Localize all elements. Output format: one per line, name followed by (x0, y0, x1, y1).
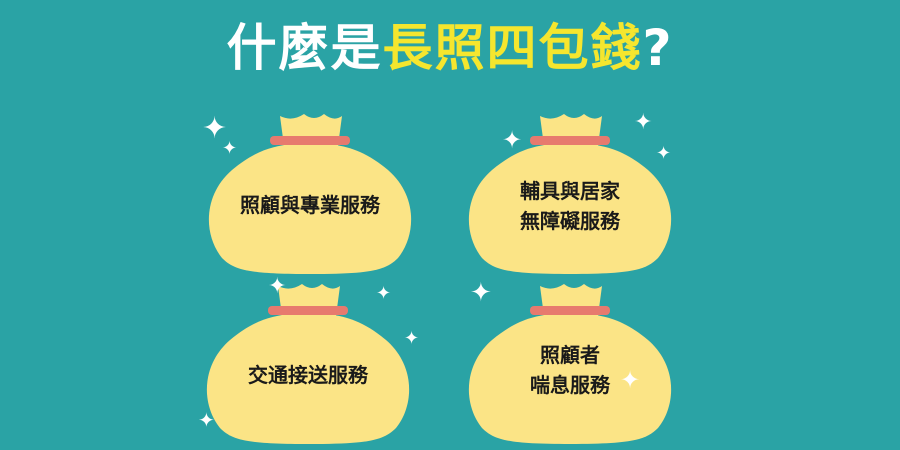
title-suffix: ? (642, 19, 674, 77)
money-bag-respite-care: 照顧者 喘息服務 (460, 278, 680, 448)
sparkle-icon: ✦ (620, 366, 641, 394)
bag-label-line: 喘息服務 (530, 373, 610, 397)
bag-label: 照顧與專業服務 (200, 190, 420, 220)
sparkle-icon: ✦ (202, 111, 228, 146)
sparkle-icon: ✦ (404, 328, 420, 349)
money-bag-assistive-devices: 輔具與居家 無障礙服務 (460, 108, 680, 278)
page-title: 什麼是長照四包錢? (0, 18, 900, 78)
sparkle-icon: ✦ (634, 110, 653, 135)
bag-label-line: 照顧者 (540, 343, 600, 367)
bag-label: 輔具與居家 無障礙服務 (460, 176, 680, 236)
sparkle-icon: ✦ (656, 143, 672, 164)
title-highlight: 長照四包錢 (382, 19, 643, 77)
sparkle-icon: ✦ (376, 283, 392, 304)
bag-label-line: 輔具與居家 (520, 179, 620, 203)
money-bag-transport: 交通接送服務 (198, 278, 418, 448)
sparkle-icon: ✦ (470, 278, 492, 308)
title-prefix: 什麼是 (226, 19, 383, 77)
sparkle-icon: ✦ (222, 138, 238, 159)
bag-label-line: 照顧與專業服務 (240, 193, 380, 217)
sparkle-icon: ✦ (502, 126, 523, 154)
bag-label: 交通接送服務 (198, 360, 418, 390)
sparkle-icon: ✦ (268, 274, 287, 299)
bag-label-line: 無障礙服務 (520, 209, 620, 233)
bag-label-line: 交通接送服務 (248, 363, 368, 387)
sparkle-icon: ✦ (198, 408, 215, 432)
bag-label: 照顧者 喘息服務 (460, 340, 680, 400)
money-bag-care-services: 照顧與專業服務 (200, 108, 420, 278)
